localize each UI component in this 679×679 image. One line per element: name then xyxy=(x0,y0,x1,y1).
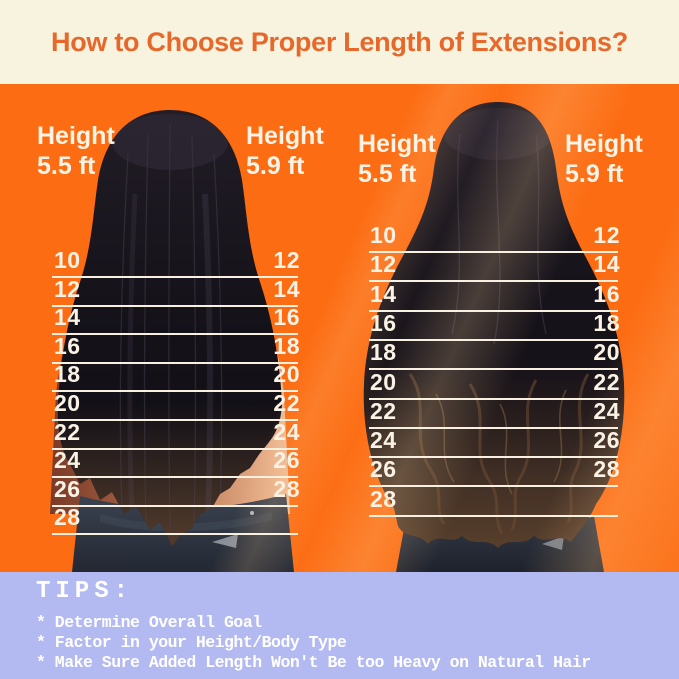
length-number-left: 20 xyxy=(370,368,397,395)
length-number-left: 22 xyxy=(54,418,81,445)
length-number-left: 26 xyxy=(54,475,81,502)
length-number-left: 12 xyxy=(54,275,81,302)
length-number-right: 26 xyxy=(593,427,620,454)
height-value: 5.9 ft xyxy=(565,160,624,188)
length-number-right: 16 xyxy=(593,280,620,307)
length-number-right: 16 xyxy=(273,304,300,331)
height-label-left: Height 5.5 ft xyxy=(358,129,436,189)
comparison-area: Height 5.5 ft Height 5.9 ft 10 12 12 14 14 16… xyxy=(0,84,679,572)
height-word: Height xyxy=(358,130,436,158)
length-number-right: 20 xyxy=(593,339,620,366)
length-number-right: 18 xyxy=(273,332,300,359)
height-value: 5.5 ft xyxy=(358,160,417,188)
length-line xyxy=(52,333,298,336)
length-line xyxy=(52,304,298,307)
length-line xyxy=(52,361,298,364)
height-label-right: Height 5.9 ft xyxy=(246,121,324,181)
length-line xyxy=(52,276,298,278)
tips-item: * Make Sure Added Length Won't Be too He… xyxy=(36,653,591,672)
length-number-left: 18 xyxy=(54,361,81,388)
straight-hair-photo xyxy=(50,110,294,572)
tips-list: * Determine Overall Goal * Factor in your… xyxy=(36,613,679,673)
length-number-left: 26 xyxy=(370,456,397,483)
length-line xyxy=(369,251,618,253)
header: How to Choose Proper Length of Extension… xyxy=(0,0,679,84)
length-number-left: 28 xyxy=(370,485,397,512)
length-line xyxy=(369,368,618,371)
length-line xyxy=(52,390,298,393)
length-line xyxy=(369,456,618,459)
height-word: Height xyxy=(37,122,115,150)
height-label-right: Height 5.9 ft xyxy=(565,129,643,189)
length-line xyxy=(369,309,618,312)
tips-section: TIPS: * Determine Overall Goal * Factor i… xyxy=(0,572,679,679)
length-number-right: 28 xyxy=(593,456,620,483)
height-label-left: Height 5.5 ft xyxy=(37,121,115,181)
panel-wavy: Height 5.5 ft Height 5.9 ft 10 12 12 14 14 16… xyxy=(340,84,679,572)
length-line xyxy=(52,504,298,507)
tips-item: * Factor in your Height/Body Type xyxy=(36,633,347,652)
length-line xyxy=(52,447,298,450)
length-number-right: 14 xyxy=(273,275,300,302)
tips-heading: TIPS: xyxy=(36,578,134,605)
length-number-right: 18 xyxy=(593,309,620,336)
length-number-right: 28 xyxy=(273,475,300,502)
length-number-left: 18 xyxy=(370,339,397,366)
length-line xyxy=(52,476,298,479)
length-number-left: 16 xyxy=(370,309,397,336)
length-line xyxy=(369,485,618,488)
length-number-right: 24 xyxy=(273,418,300,445)
length-number-right: 14 xyxy=(593,251,620,278)
length-number-right: 12 xyxy=(593,222,620,248)
length-number-left: 20 xyxy=(54,390,81,416)
length-line xyxy=(52,533,298,536)
height-word: Height xyxy=(246,122,324,150)
length-number-right: 22 xyxy=(593,368,620,395)
tips-item: * Determine Overall Goal xyxy=(36,613,262,632)
length-number-left: 24 xyxy=(370,427,397,454)
length-number-left: 10 xyxy=(370,222,397,248)
length-line xyxy=(369,280,618,283)
length-number-left: 14 xyxy=(370,280,397,307)
height-word: Height xyxy=(565,130,643,158)
length-line xyxy=(52,419,298,421)
length-number-left: 12 xyxy=(370,251,397,278)
page-title: How to Choose Proper Length of Extension… xyxy=(51,26,628,57)
length-number-left: 16 xyxy=(54,332,81,359)
length-line xyxy=(369,338,618,341)
length-line xyxy=(369,397,618,400)
length-number-right: 12 xyxy=(273,247,300,273)
length-number-left: 28 xyxy=(54,504,81,531)
height-value: 5.9 ft xyxy=(246,152,305,180)
panel-straight: Height 5.5 ft Height 5.9 ft 10 12 12 14 14 16… xyxy=(0,84,340,572)
length-number-left: 24 xyxy=(54,447,81,474)
length-number-left: 22 xyxy=(370,397,397,424)
length-number-right: 20 xyxy=(273,361,300,388)
length-number-left: 14 xyxy=(54,304,81,331)
length-line xyxy=(369,514,618,517)
height-value: 5.5 ft xyxy=(37,152,96,180)
length-number-right: 22 xyxy=(273,390,300,416)
length-number-right: 26 xyxy=(273,447,300,474)
wavy-hair-photo xyxy=(363,102,625,572)
length-number-right: 24 xyxy=(593,397,620,424)
length-number-left: 10 xyxy=(54,247,81,273)
length-line xyxy=(369,426,618,429)
